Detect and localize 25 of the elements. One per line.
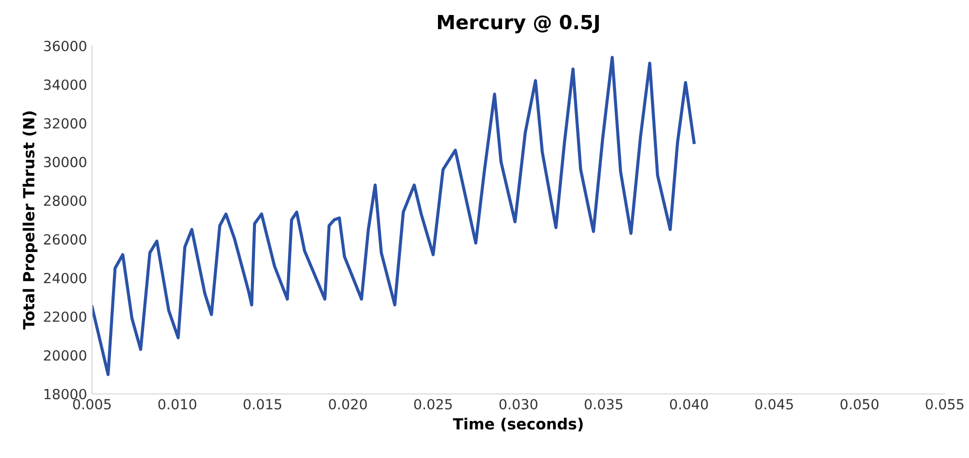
y-tick-label: 30000: [44, 156, 86, 168]
x-tick-label: 0.045: [755, 398, 793, 410]
y-tick-label: 24000: [44, 272, 86, 284]
x-tick-label: 0.005: [73, 398, 111, 410]
x-tick-label: 0.015: [244, 398, 282, 410]
y-tick-label: 28000: [44, 195, 86, 206]
x-tick-label: 0.020: [328, 398, 367, 410]
x-tick-label: 0.040: [670, 398, 708, 410]
y-tick-label: 22000: [44, 311, 86, 322]
y-axis-title: Total Propeller Thrust (N): [22, 111, 38, 330]
x-axis-title: Time (seconds): [452, 418, 583, 432]
y-tick-label: 18000: [44, 388, 86, 400]
y-tick-label: 26000: [44, 234, 86, 245]
y-tick-label: 36000: [44, 40, 86, 52]
x-tick-label: 0.035: [584, 398, 622, 410]
x-tick-label: 0.010: [158, 398, 196, 410]
y-tick-label: 20000: [44, 350, 86, 361]
y-tick-label: 34000: [44, 79, 86, 90]
x-tick-label: 0.030: [499, 398, 538, 410]
x-tick-label: 0.025: [414, 398, 452, 410]
x-tick-label: 0.055: [926, 398, 964, 410]
y-tick-label: 32000: [44, 118, 86, 129]
x-tick-label: 0.050: [840, 398, 878, 410]
chart-title: Mercury @ 0.5J: [438, 14, 599, 34]
line-series: [92, 56, 696, 376]
